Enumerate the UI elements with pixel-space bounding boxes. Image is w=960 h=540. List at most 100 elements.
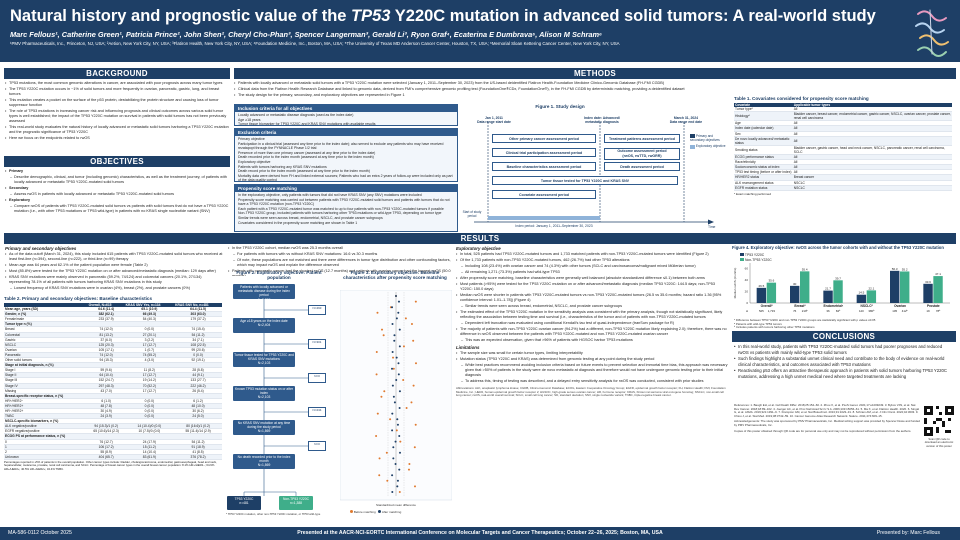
- smd-after-point: [397, 300, 400, 303]
- table-cell: 0 (0.0): [124, 403, 175, 409]
- table-cell: 2: [4, 449, 88, 455]
- table-cell: 80 (16.6)/1 (0.2): [174, 423, 222, 430]
- table-cell: 30 (4.9): [87, 408, 125, 415]
- table-cell: TP53 test timing (before or after index): [734, 169, 793, 176]
- legend-before-label: Before matching: [353, 510, 376, 514]
- bullet-item: After propensity score matching, baselin…: [456, 276, 728, 281]
- smd-before-point: [407, 468, 410, 471]
- table-cell: Unknown: [4, 454, 88, 460]
- smd-after-point: [391, 351, 394, 353]
- table-row: Sex All: [734, 131, 952, 137]
- affiliations: ¹PMV Pharmaceuticals, Inc., Princeton, N…: [10, 41, 620, 46]
- bar-value-label: 56.3: [892, 267, 898, 271]
- table-cell: HR/HER2 status: [734, 174, 793, 181]
- smd-before-point: [395, 429, 398, 432]
- smd-after-point: [396, 418, 399, 421]
- table-row: De novo locally advanced/ metastatic sta…: [734, 136, 952, 146]
- smd-before-point: [399, 440, 402, 443]
- results-primary-text: Primary and secondary objectives As of t…: [5, 246, 223, 294]
- y-axis-label: Median rwOS (months): [733, 268, 737, 299]
- bullet-item: Secondary: [5, 186, 229, 191]
- table-cell: 34 (7.1): [174, 337, 222, 343]
- smd-after-point: [396, 479, 399, 482]
- table-cell: ECOG performance status: [734, 154, 793, 161]
- criteria-item: Participation in a clinical trial (asses…: [238, 141, 444, 151]
- smd-after-point: [398, 435, 401, 437]
- legend-after-label: After matching: [381, 510, 402, 514]
- bullet-item: The sample size was small for certain tu…: [456, 351, 728, 356]
- table-cell: [124, 433, 175, 440]
- table-cell: 382 (62.1): [87, 311, 125, 318]
- results-exploratory-heading: Exploratory objective: [456, 246, 501, 251]
- n-label: 105: [892, 309, 897, 313]
- table-cell: Stage I: [4, 367, 88, 374]
- table-cell: 65 (10.6)/14 (2.3): [87, 428, 125, 435]
- period-bar: Clinical trial participation assessment …: [492, 148, 596, 157]
- criteria-item: Similar trends were seen across breast, …: [238, 215, 383, 220]
- table-cell: 74 (15.4): [174, 326, 222, 333]
- table-cell: All: [792, 169, 952, 176]
- smd-before-point: [412, 339, 415, 342]
- n-label: 219ᵇ: [802, 309, 809, 313]
- bullet-item: Patients with locally advanced or metast…: [234, 81, 774, 86]
- methods-intro: Patients with locally advanced or metast…: [234, 81, 774, 103]
- n-label: 380ᵇ: [868, 309, 875, 313]
- smd-after-point: [398, 390, 401, 393]
- figure-1-study-design: Figure 1. Study design Jan 1, 2011 Data …: [460, 104, 730, 232]
- n-row-label: n: [746, 309, 748, 313]
- table-cell: 26 (5.4): [174, 388, 222, 394]
- period-bar: Other primary cancer assessment period: [492, 134, 596, 143]
- results-primary-text-2: In the TP53 Y220C cohort, median rwOS wa…: [228, 246, 456, 276]
- bullet-item: Mutation status (TP53 Y220C and KRAS) wa…: [456, 357, 728, 362]
- period-bar: Covariate assessment period: [492, 190, 596, 199]
- limitations-heading: Limitations: [456, 345, 480, 350]
- table-cell: 27 (20.1): [124, 332, 175, 338]
- legend-primary-label: Primary and secondary objectives: [690, 134, 720, 143]
- bar-value-label: 30: [793, 282, 797, 286]
- bar-value-label: 14.5: [858, 291, 864, 295]
- table-cell: Gender, n (%): [4, 311, 88, 318]
- bullet-item: Assess rwOS in patients with locally adv…: [5, 192, 229, 197]
- bar: [856, 294, 867, 303]
- table-cell: 83 (61.9): [124, 454, 175, 460]
- smd-before-point: [376, 311, 379, 314]
- table-cell: 125 (20.3): [87, 342, 125, 348]
- table-2-header: KRAS SNV No, n=481: [174, 303, 222, 308]
- smd-after-point: [392, 457, 395, 460]
- criteria-item: Propensity score matching was carried ou…: [238, 197, 450, 207]
- bar: [833, 280, 843, 303]
- smd-after-point: [393, 339, 396, 342]
- bar: [933, 276, 943, 303]
- table-cell: Bladder cancer, gastric cancer, head and…: [792, 145, 952, 156]
- table-cell: 0 (0.0): [124, 398, 175, 404]
- criteria-item: Age ≥18 years: [238, 117, 261, 122]
- criteria-item: Mortality data were derived from FH and …: [238, 173, 453, 182]
- table-2-header: [4, 303, 88, 308]
- inclusion-criteria-list: Locally advanced or metastatic disease d…: [235, 112, 457, 125]
- table-row: Female/male 233 (37.9) 54 (40.3) 179 (37.2): [4, 316, 222, 323]
- smd-after-point: [391, 429, 394, 432]
- table-1-title: Table 1. Covariates considered for prope…: [734, 96, 869, 101]
- table-cell: Tumor type n (%): [4, 321, 88, 328]
- table-cell: 44 (9.1): [174, 372, 222, 379]
- footer-conference: Presented at the AACR-NCI-EORTC Internat…: [297, 530, 663, 536]
- legend-swatch-tp53: [740, 253, 744, 256]
- qr-code[interactable]: [924, 406, 954, 436]
- smd-before-point: [375, 435, 378, 437]
- table-row: TNBC 24 (3.9) 0 (0.0) 24 (5.0): [4, 413, 222, 420]
- y-tick-label: 0: [746, 301, 748, 305]
- table-row: Ovarian 105 (17.1) 1 (0.7) 99 (20.6): [4, 347, 222, 353]
- smd-after-point: [394, 440, 397, 443]
- table-row: Age All: [734, 120, 952, 127]
- table-row: TP53 test timing (before or after index)…: [734, 169, 952, 176]
- table-row: HR+/HER2− 6 (1.0) 0 (0.0) 6 (1.2): [4, 398, 222, 404]
- smd-after-point: [397, 362, 400, 365]
- criteria-item: Death recorded prior to the index month …: [238, 155, 374, 160]
- bullet-item: Of the 1,733 patients with non-TP53 Y220…: [456, 258, 728, 263]
- category-label: Ovarian: [894, 304, 906, 308]
- excluded-count-box: N=0: [308, 441, 326, 451]
- bar-value-label: 55.4: [802, 267, 808, 271]
- table-row: ALK negative/positive 94 (15.3)/1 (0.2) 14…: [4, 423, 222, 430]
- table-cell: 17 (12.7): [124, 342, 175, 348]
